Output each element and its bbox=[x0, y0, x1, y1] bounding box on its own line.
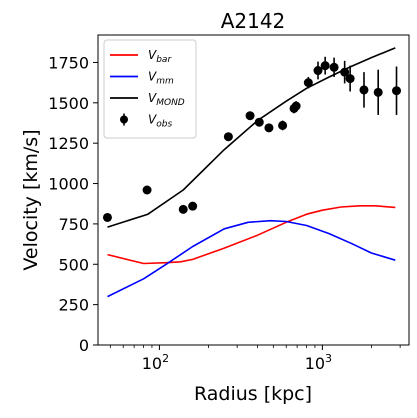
obs-point bbox=[340, 67, 350, 77]
x-axis-label: Radius [kpc] bbox=[194, 383, 312, 405]
obs-point bbox=[188, 201, 198, 211]
y-tick-label: 250 bbox=[58, 296, 89, 315]
obs-point bbox=[373, 87, 383, 97]
obs-point bbox=[264, 123, 274, 133]
y-tick-label: 1750 bbox=[48, 53, 89, 72]
series-line-vmond bbox=[107, 47, 396, 228]
plot-area: 0 250 500 750 1000 1250 1500 1750 102 103 bbox=[48, 34, 410, 373]
legend-marker-vobs bbox=[120, 115, 128, 124]
obs-point bbox=[329, 62, 339, 72]
obs-point bbox=[223, 132, 233, 142]
obs-point bbox=[392, 86, 402, 96]
legend: Vbar Vmm VMOND Vobs bbox=[103, 39, 197, 139]
legend-label-vmm: Vmm bbox=[148, 70, 174, 87]
x-tick-label: 102 bbox=[142, 352, 169, 373]
y-tick-label: 1500 bbox=[48, 94, 89, 113]
obs-point bbox=[245, 111, 255, 121]
y-tick-label: 750 bbox=[58, 215, 89, 234]
axes-frame bbox=[97, 34, 410, 346]
obs-point bbox=[254, 117, 264, 127]
y-axis-label: Velocity [km/s] bbox=[20, 129, 42, 270]
obs-point bbox=[359, 85, 369, 95]
obs-point bbox=[291, 101, 301, 111]
obs-point bbox=[320, 61, 330, 71]
legend-label-vobs: Vobs bbox=[148, 113, 172, 130]
obs-point bbox=[303, 78, 313, 88]
x-tick-label: 103 bbox=[305, 352, 332, 373]
legend-box bbox=[103, 39, 197, 139]
obs-point bbox=[102, 212, 112, 222]
obs-point bbox=[142, 185, 152, 195]
obs-point bbox=[178, 204, 188, 214]
y-tick-label: 0 bbox=[79, 336, 89, 355]
obs-point bbox=[278, 120, 288, 130]
legend-label-vmond: VMOND bbox=[148, 91, 185, 108]
obs-point bbox=[313, 66, 323, 76]
chart-title: A2142 bbox=[221, 9, 286, 33]
y-tick-label: 500 bbox=[58, 255, 89, 274]
series-line-vmm bbox=[107, 219, 396, 298]
series-line-vbar bbox=[107, 205, 396, 265]
legend-label-vbar: Vbar bbox=[148, 48, 172, 65]
obs-point bbox=[345, 74, 355, 84]
y-tick-label: 1000 bbox=[48, 175, 89, 194]
y-tick-label: 1250 bbox=[48, 134, 89, 153]
